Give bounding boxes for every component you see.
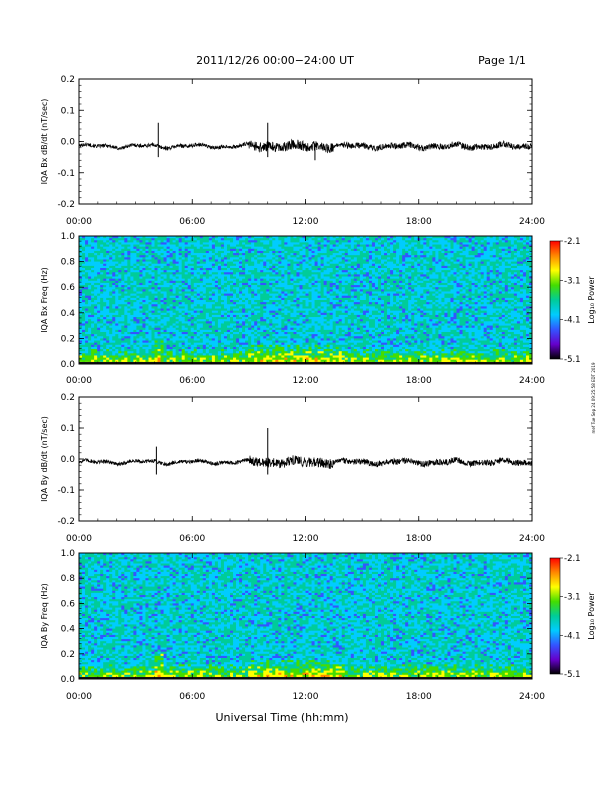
- y-axis-label: IQA Bx dB/dt (nT/sec): [40, 99, 49, 185]
- x-tick-label: 06:00: [179, 217, 205, 227]
- x-tick-label: 24:00: [519, 217, 545, 227]
- y-tick-label: 0.2: [61, 75, 75, 85]
- y-tick-label: -0.2: [57, 200, 75, 210]
- series-line: [79, 140, 532, 153]
- x-tick-label: 00:00: [66, 217, 92, 227]
- y-tick-label: 0.1: [61, 106, 75, 116]
- figure-title: 2011/12/26 00:00−24:00 UT: [196, 54, 354, 67]
- plot-frame: [79, 79, 532, 204]
- x-tick-label: 18:00: [406, 217, 432, 227]
- figure-canvas: 2011/12/26 00:00−24:00 UT Page 1/1 00:00…: [0, 0, 612, 792]
- panel-1: 00:00 06:00 12:00 18:00 24:00 0.2 0.1 0.0 -0.1 -0…: [40, 75, 545, 227]
- y-tick-label: 0.0: [61, 138, 76, 148]
- x-tick-label: 12:00: [293, 217, 319, 227]
- page-indicator: Page 1/1: [478, 54, 526, 67]
- panels: 00:00 06:00 12:00 18:00 24:00 0.2 0.1 0.0 -0.1 -0…: [40, 75, 596, 702]
- y-tick-label: -0.1: [57, 169, 75, 179]
